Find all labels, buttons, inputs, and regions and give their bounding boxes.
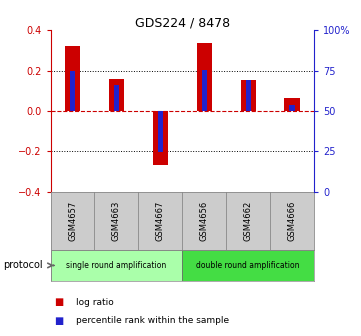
Bar: [197, 43, 212, 111]
Text: percentile rank within the sample: percentile rank within the sample: [76, 317, 229, 325]
Bar: [153, 111, 168, 165]
Bar: [202, 70, 207, 111]
Bar: [240, 80, 256, 111]
Bar: [114, 85, 119, 111]
Text: GSM4656: GSM4656: [200, 201, 209, 241]
Text: log ratio: log ratio: [76, 298, 114, 307]
Bar: [70, 71, 75, 111]
Bar: [65, 46, 80, 111]
Text: protocol: protocol: [4, 260, 43, 270]
Bar: [182, 250, 314, 281]
Text: ■: ■: [54, 297, 64, 307]
Bar: [284, 98, 300, 111]
Bar: [290, 105, 295, 111]
Bar: [245, 80, 251, 111]
Text: GSM4657: GSM4657: [68, 201, 77, 241]
Text: GSM4667: GSM4667: [156, 201, 165, 241]
Text: double round amplification: double round amplification: [196, 261, 300, 270]
Text: single round amplification: single round amplification: [66, 261, 166, 270]
Title: GDS224 / 8478: GDS224 / 8478: [135, 16, 230, 29]
Text: GSM4663: GSM4663: [112, 201, 121, 241]
Bar: [109, 79, 124, 111]
Text: GSM4666: GSM4666: [288, 201, 297, 241]
Text: GSM4662: GSM4662: [244, 201, 253, 241]
Bar: [158, 111, 163, 152]
Bar: [51, 250, 182, 281]
Text: ■: ■: [54, 316, 64, 326]
